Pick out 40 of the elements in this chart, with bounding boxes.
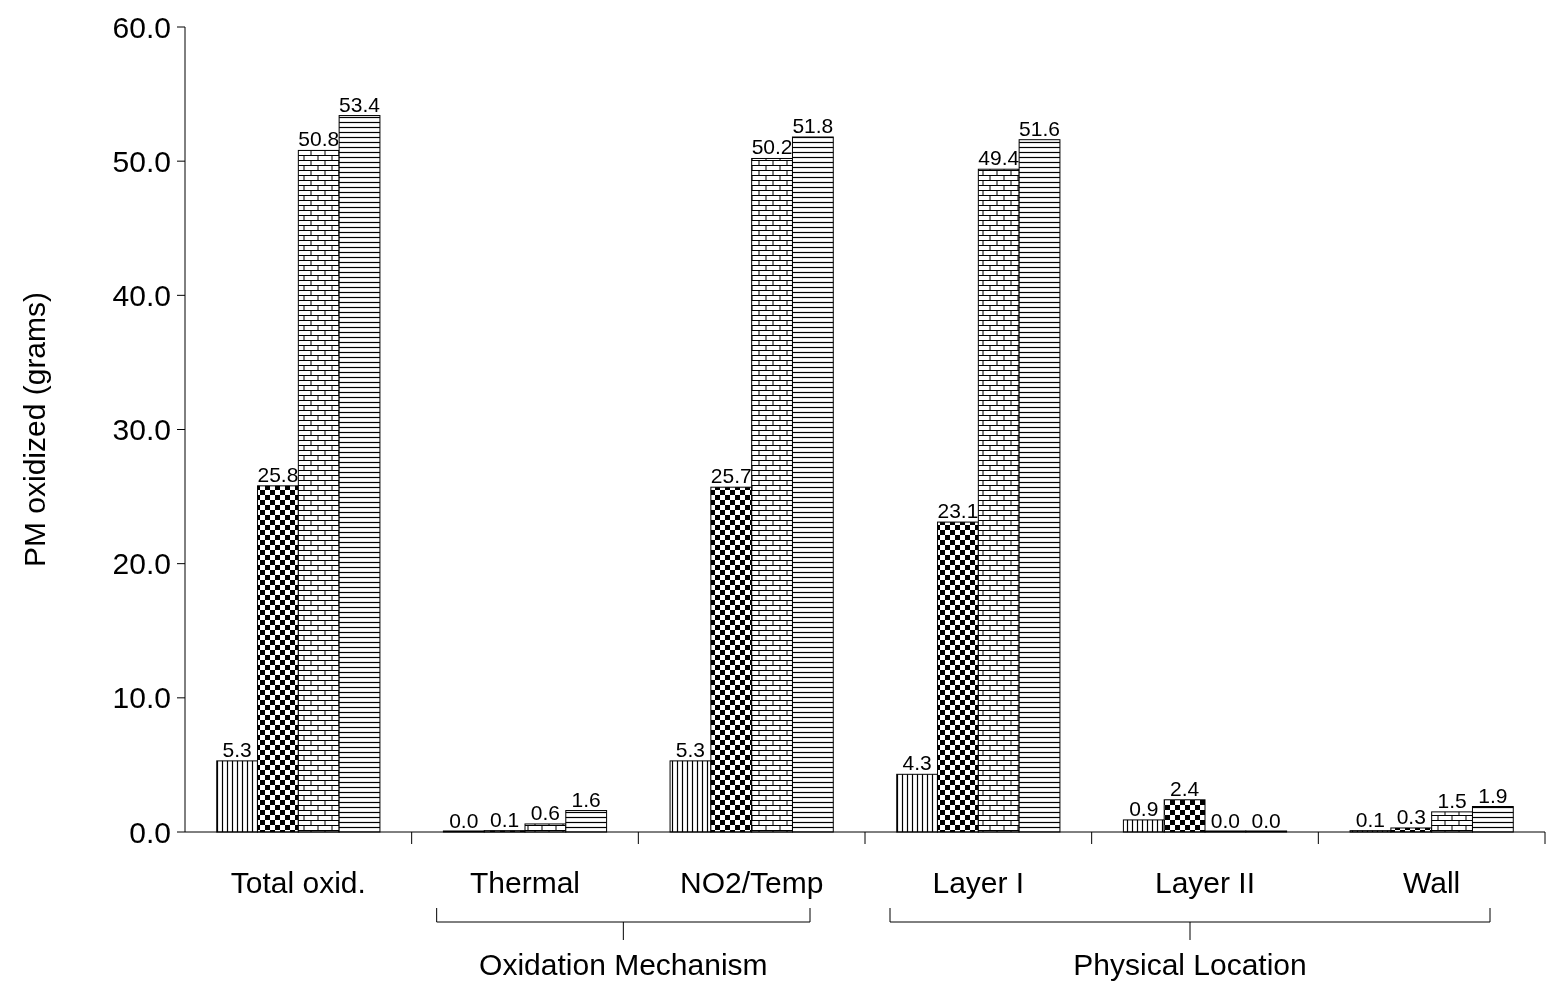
data-label: 0.9 [1129, 796, 1159, 820]
text: Oxidation Mechanism [479, 948, 768, 981]
data-label: 1.6 [571, 787, 601, 811]
data-label: 0.0 [1251, 809, 1281, 832]
data-label: 49.4 [978, 146, 1020, 170]
data-label: 50.2 [751, 135, 793, 159]
x-tick-label: Total oxid. [230, 866, 366, 899]
data-label: 0.0 [449, 809, 479, 832]
data-label: 5.3 [675, 737, 706, 761]
data-label: 4.3 [902, 751, 932, 775]
data-label: 25.8 [257, 462, 299, 486]
y-tick-label: 60.0 [112, 10, 171, 44]
data-label: 0.6 [530, 800, 560, 824]
data-label: 0.1 [490, 807, 520, 831]
data-label: 1.9 [1478, 783, 1508, 807]
data-label: 0.0 [1210, 809, 1240, 832]
data-label: 0.3 [1396, 804, 1426, 828]
data-label: 51.6 [1019, 116, 1060, 140]
data-label: 53.4 [339, 92, 381, 116]
x-tick-label: Layer I [932, 866, 1025, 899]
y-tick-label: 30.0 [112, 413, 171, 446]
data-label: 25.7 [710, 464, 752, 488]
data-label: 50.8 [298, 127, 340, 151]
data-label: 0.1 [1355, 807, 1386, 831]
x-tick-label: Thermal [469, 866, 581, 899]
data-label: 23.1 [937, 499, 979, 523]
text: Physical Location [1073, 948, 1307, 981]
y-tick-label: 10.0 [112, 681, 171, 715]
x-tick-label: NO2/Temp [679, 866, 824, 899]
y-tick-label: 20.0 [112, 547, 171, 581]
data-label: 5.3 [222, 737, 252, 761]
x-tick-label: Layer II [1154, 866, 1256, 899]
y-axis-title: PM oxidized (grams) [18, 291, 51, 568]
data-label: 2.4 [1170, 776, 1200, 800]
data-label: 1.5 [1437, 788, 1467, 812]
x-tick-label: Wall [1403, 866, 1461, 899]
data-label: 51.8 [792, 114, 834, 138]
y-tick-label: 0.0 [129, 815, 171, 849]
y-tick-label: 40.0 [112, 278, 171, 312]
y-tick-label: 50.0 [112, 144, 171, 178]
